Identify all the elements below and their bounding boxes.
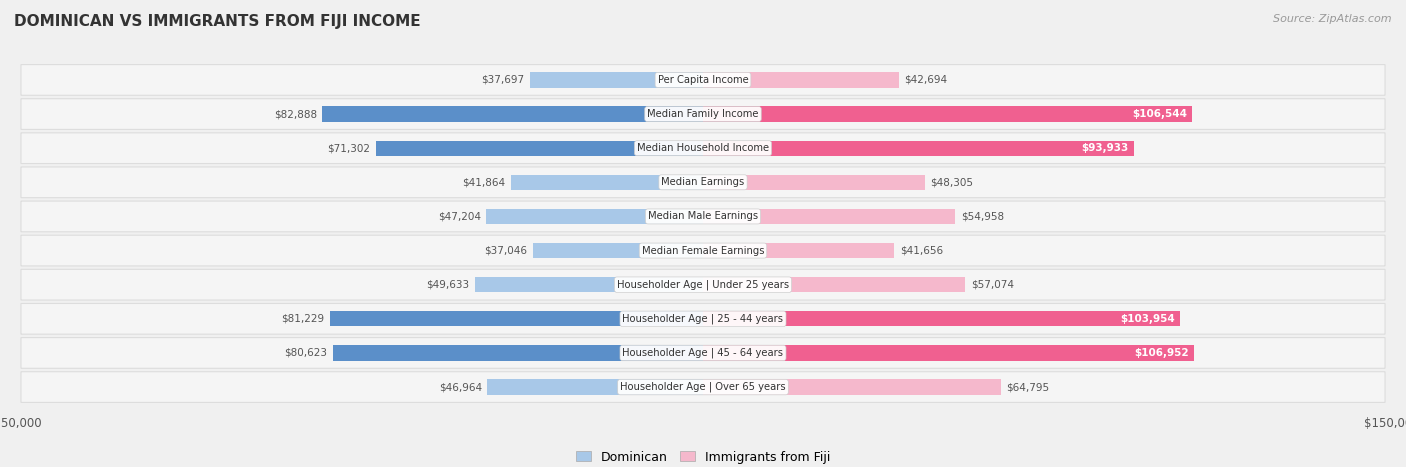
Legend: Dominican, Immigrants from Fiji: Dominican, Immigrants from Fiji (571, 446, 835, 467)
Text: Householder Age | Under 25 years: Householder Age | Under 25 years (617, 279, 789, 290)
Text: $41,656: $41,656 (900, 246, 943, 255)
Text: $49,633: $49,633 (426, 280, 470, 290)
Bar (703, 311, 1181, 326)
Text: DOMINICAN VS IMMIGRANTS FROM FIJI INCOME: DOMINICAN VS IMMIGRANTS FROM FIJI INCOME (14, 14, 420, 29)
Text: $41,864: $41,864 (463, 177, 505, 187)
Bar (533, 243, 703, 258)
Text: $71,302: $71,302 (328, 143, 370, 153)
Text: $48,305: $48,305 (931, 177, 973, 187)
Bar (703, 209, 956, 224)
Bar (330, 311, 703, 326)
Text: $93,933: $93,933 (1081, 143, 1129, 153)
Text: $106,544: $106,544 (1132, 109, 1187, 119)
Bar (703, 72, 898, 88)
Text: Median Family Income: Median Family Income (647, 109, 759, 119)
Text: $37,046: $37,046 (484, 246, 527, 255)
Text: Median Earnings: Median Earnings (661, 177, 745, 187)
Bar (703, 141, 1135, 156)
FancyBboxPatch shape (21, 338, 1385, 368)
Bar (486, 209, 703, 224)
Text: Median Male Earnings: Median Male Earnings (648, 212, 758, 221)
Text: $47,204: $47,204 (437, 212, 481, 221)
Bar (703, 243, 894, 258)
Bar (333, 345, 703, 361)
Text: Per Capita Income: Per Capita Income (658, 75, 748, 85)
Text: $37,697: $37,697 (481, 75, 524, 85)
FancyBboxPatch shape (21, 269, 1385, 300)
Text: Median Female Earnings: Median Female Earnings (641, 246, 765, 255)
Text: $42,694: $42,694 (904, 75, 948, 85)
Text: $82,888: $82,888 (274, 109, 316, 119)
Text: $64,795: $64,795 (1007, 382, 1049, 392)
Text: $57,074: $57,074 (970, 280, 1014, 290)
FancyBboxPatch shape (21, 372, 1385, 403)
Text: $81,229: $81,229 (281, 314, 325, 324)
FancyBboxPatch shape (21, 167, 1385, 198)
FancyBboxPatch shape (21, 133, 1385, 163)
Text: Source: ZipAtlas.com: Source: ZipAtlas.com (1274, 14, 1392, 24)
Bar (703, 379, 1001, 395)
FancyBboxPatch shape (21, 304, 1385, 334)
Text: $106,952: $106,952 (1135, 348, 1188, 358)
Text: $80,623: $80,623 (284, 348, 328, 358)
Text: $103,954: $103,954 (1121, 314, 1175, 324)
Bar (703, 345, 1194, 361)
Text: Median Household Income: Median Household Income (637, 143, 769, 153)
Text: $54,958: $54,958 (960, 212, 1004, 221)
Bar (475, 277, 703, 292)
FancyBboxPatch shape (21, 235, 1385, 266)
Bar (530, 72, 703, 88)
Bar (703, 106, 1192, 122)
Bar (488, 379, 703, 395)
Bar (375, 141, 703, 156)
FancyBboxPatch shape (21, 64, 1385, 95)
FancyBboxPatch shape (21, 201, 1385, 232)
FancyBboxPatch shape (21, 99, 1385, 129)
Bar (322, 106, 703, 122)
Text: Householder Age | 25 - 44 years: Householder Age | 25 - 44 years (623, 313, 783, 324)
Text: $46,964: $46,964 (439, 382, 482, 392)
Bar (703, 175, 925, 190)
Bar (703, 277, 965, 292)
Bar (510, 175, 703, 190)
Text: Householder Age | 45 - 64 years: Householder Age | 45 - 64 years (623, 348, 783, 358)
Text: Householder Age | Over 65 years: Householder Age | Over 65 years (620, 382, 786, 392)
